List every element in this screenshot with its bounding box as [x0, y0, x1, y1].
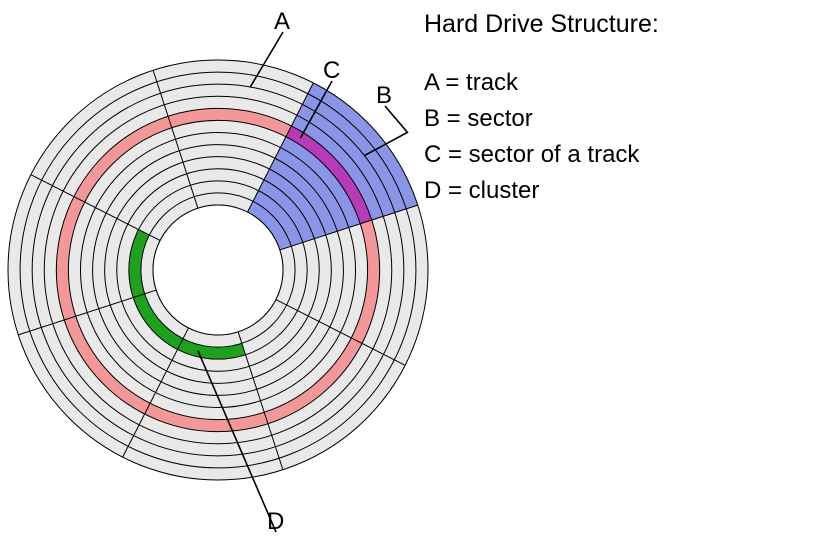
pointer-label-a: A [274, 8, 290, 36]
disk-hole [153, 205, 283, 335]
pointer-label-b: B [376, 82, 392, 110]
legend-item-c: C = sector of a track [424, 137, 659, 173]
disk-diagram [0, 0, 840, 535]
legend-item-a: A = track [424, 65, 659, 101]
legend-item-d: D = cluster [424, 173, 659, 209]
legend-item-b: B = sector [424, 101, 659, 137]
legend-panel: Hard Drive Structure: A = trackB = secto… [424, 10, 659, 209]
pointer-label-c: C [323, 57, 340, 85]
pointer-label-d: D [267, 508, 284, 536]
legend-title: Hard Drive Structure: [424, 10, 659, 39]
